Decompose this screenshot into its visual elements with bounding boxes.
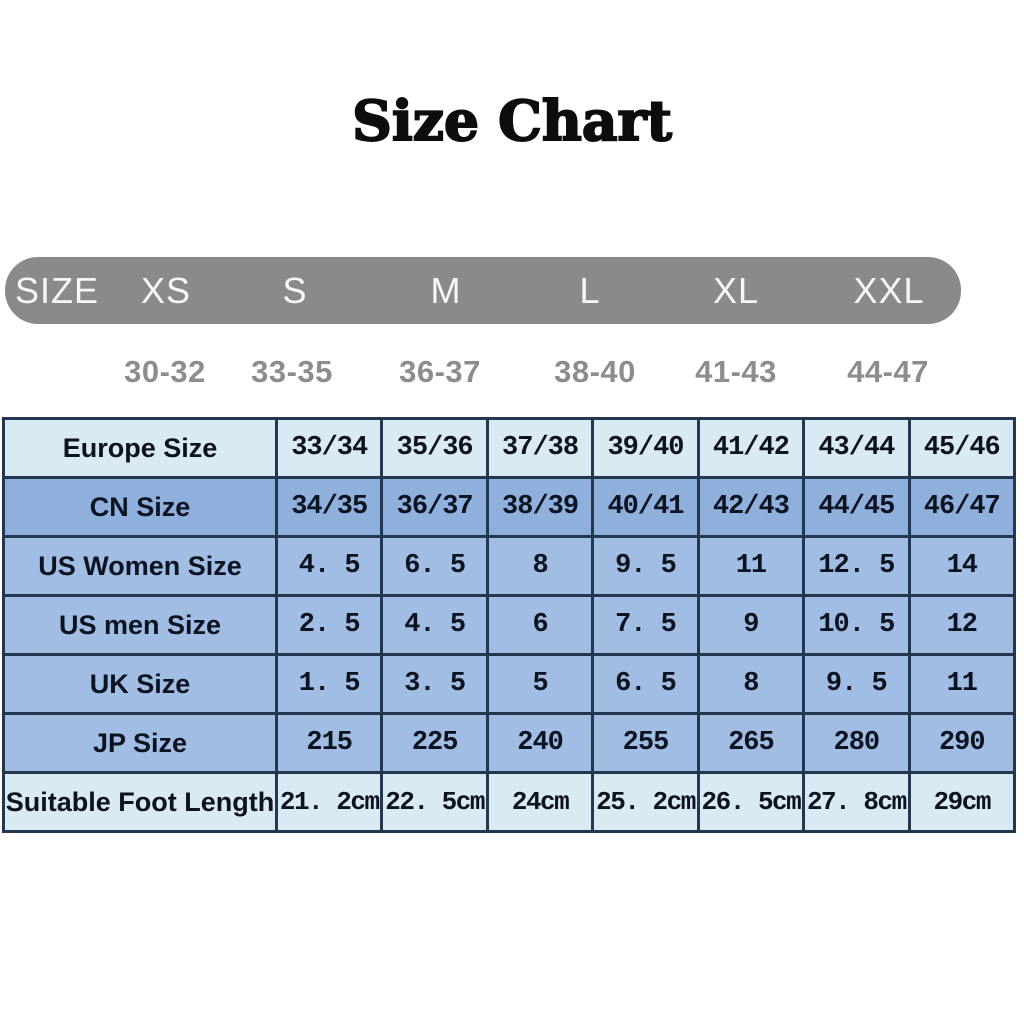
value-cell: 215 [274, 712, 384, 774]
table-row: CN Size 34/35 36/37 38/39 40/41 42/43 44/45 46/… [2, 476, 1017, 538]
value-cell: 12. 5 [802, 535, 911, 597]
size-ranges-row: 30-32 33-35 36-37 38-40 41-43 44-47 [0, 351, 1024, 393]
value-cell: 41/42 [696, 417, 806, 479]
value-cell: 36/37 [380, 476, 489, 538]
size-table: Europe Size 33/34 35/36 37/38 39/40 41/42 43/4… [2, 417, 1017, 833]
value-cell: 34/35 [274, 476, 384, 538]
row-label-cell: Europe Size [2, 417, 278, 479]
value-cell: 1. 5 [274, 653, 384, 715]
row-label-cell: JP Size [2, 712, 278, 774]
value-cell: 24cm [485, 771, 595, 833]
value-cell: 26. 5cm [696, 771, 806, 833]
value-cell: 37/38 [485, 417, 595, 479]
value-cell: 33/34 [274, 417, 384, 479]
value-cell: 5 [485, 653, 595, 715]
size-range-label: 30-32 [124, 354, 206, 389]
size-range-label: 44-47 [847, 354, 929, 389]
size-label-xxl: XXL [853, 269, 925, 311]
row-label-cell: US Women Size [2, 535, 278, 597]
value-cell: 3. 5 [380, 653, 489, 715]
value-cell: 11 [907, 653, 1017, 715]
value-cell: 290 [907, 712, 1017, 774]
value-cell: 27. 8cm [802, 771, 911, 833]
table-row: US men Size 2. 5 4. 5 6 7. 5 9 10. 5 12 [2, 594, 1017, 656]
row-label-cell: Suitable Foot Length [2, 771, 278, 833]
size-label-xl: XL [712, 269, 760, 311]
value-cell: 44/45 [802, 476, 911, 538]
table-row: Europe Size 33/34 35/36 37/38 39/40 41/42 43/4… [2, 417, 1017, 479]
value-cell: 9. 5 [802, 653, 911, 715]
value-cell: 4. 5 [380, 594, 489, 656]
value-cell: 39/40 [591, 417, 700, 479]
size-bar: SIZE XS S M L XL XXL [5, 257, 961, 324]
value-cell: 7. 5 [591, 594, 700, 656]
value-cell: 46/47 [907, 476, 1017, 538]
value-cell: 25. 2cm [591, 771, 700, 833]
page-title: Size Chart [351, 87, 673, 154]
size-range-label: 41-43 [695, 354, 777, 389]
size-range-label: 38-40 [554, 354, 636, 389]
value-cell: 42/43 [696, 476, 806, 538]
value-cell: 6. 5 [591, 653, 700, 715]
table-row: US Women Size 4. 5 6. 5 8 9. 5 11 12. 5 14 [2, 535, 1017, 597]
value-cell: 6 [485, 594, 595, 656]
value-cell: 9 [696, 594, 806, 656]
row-label-cell: UK Size [2, 653, 278, 715]
value-cell: 2. 5 [274, 594, 384, 656]
size-label-s: S [282, 269, 308, 311]
size-label-m: M [430, 269, 462, 311]
value-cell: 38/39 [485, 476, 595, 538]
size-label-xs: XS [140, 269, 192, 311]
value-cell: 8 [696, 653, 806, 715]
value-cell: 14 [907, 535, 1017, 597]
size-bar-label: SIZE [14, 269, 100, 311]
value-cell: 255 [591, 712, 700, 774]
value-cell: 45/46 [907, 417, 1017, 479]
table-row: Suitable Foot Length 21. 2cm 22. 5cm 24cm 25… [2, 771, 1017, 833]
row-label-cell: US men Size [2, 594, 278, 656]
value-cell: 8 [485, 535, 595, 597]
table-row: JP Size 215 225 240 255 265 280 290 [2, 712, 1017, 774]
value-cell: 240 [485, 712, 595, 774]
value-cell: 6. 5 [380, 535, 489, 597]
value-cell: 22. 5cm [380, 771, 489, 833]
value-cell: 4. 5 [274, 535, 384, 597]
size-label-l: L [579, 269, 601, 311]
value-cell: 43/44 [802, 417, 911, 479]
row-label-cell: CN Size [2, 476, 278, 538]
value-cell: 10. 5 [802, 594, 911, 656]
value-cell: 265 [696, 712, 806, 774]
size-range-label: 36-37 [399, 354, 481, 389]
value-cell: 9. 5 [591, 535, 700, 597]
value-cell: 280 [802, 712, 911, 774]
value-cell: 225 [380, 712, 489, 774]
value-cell: 21. 2cm [274, 771, 384, 833]
value-cell: 12 [907, 594, 1017, 656]
table-row: UK Size 1. 5 3. 5 5 6. 5 8 9. 5 11 [2, 653, 1017, 715]
size-range-label: 33-35 [251, 354, 333, 389]
value-cell: 11 [696, 535, 806, 597]
value-cell: 35/36 [380, 417, 489, 479]
value-cell: 40/41 [591, 476, 700, 538]
value-cell: 29cm [907, 771, 1017, 833]
